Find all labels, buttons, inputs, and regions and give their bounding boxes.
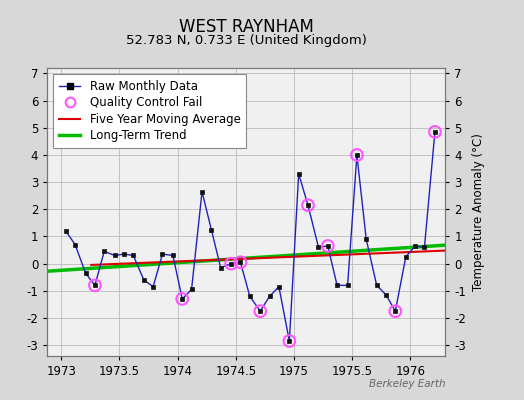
Text: 52.783 N, 0.733 E (United Kingdom): 52.783 N, 0.733 E (United Kingdom) [126, 34, 367, 47]
Point [91, 282, 99, 288]
Text: WEST RAYNHAM: WEST RAYNHAM [179, 18, 314, 36]
Point [178, 296, 187, 302]
Point [227, 260, 235, 267]
Point [391, 308, 399, 314]
Legend: Raw Monthly Data, Quality Control Fail, Five Year Moving Average, Long-Term Tren: Raw Monthly Data, Quality Control Fail, … [53, 74, 246, 148]
Point [285, 338, 293, 344]
Point [236, 259, 245, 266]
Text: Berkeley Earth: Berkeley Earth [369, 379, 445, 389]
Y-axis label: Temperature Anomaly (°C): Temperature Anomaly (°C) [472, 133, 485, 291]
Point [324, 243, 332, 249]
Point [431, 129, 439, 135]
Point [353, 152, 361, 158]
Point [304, 202, 312, 208]
Point [256, 308, 265, 314]
